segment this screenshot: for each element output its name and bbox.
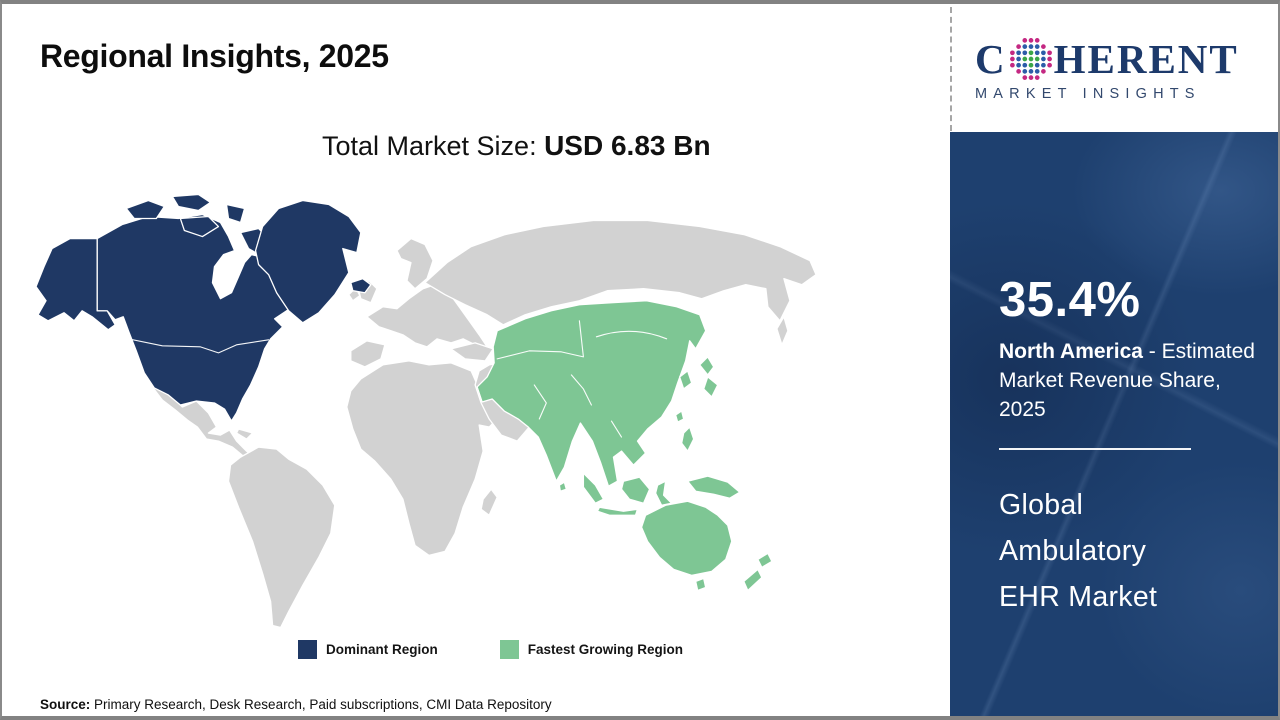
region-arctic-island-2 [171, 193, 212, 212]
region-sri-lanka [558, 481, 568, 492]
logo-tagline: MARKET INSIGHTS [975, 86, 1201, 102]
market-name: Global Ambulatory EHR Market [999, 482, 1246, 620]
source-text: Primary Research, Desk Research, Paid su… [90, 697, 552, 712]
market-size-value: USD 6.83 Bn [544, 130, 711, 161]
land-africa [346, 360, 504, 557]
page-title: Regional Insights, 2025 [40, 38, 389, 74]
region-tasmania [695, 577, 707, 592]
highlight-panel-content: 35.4% North America - Estimated Market R… [950, 272, 1278, 620]
region-australia [640, 500, 733, 577]
region-arctic-island-4 [225, 203, 246, 224]
border-southeast-asia [610, 420, 623, 438]
legend-item-fastest-growing: Fastest Growing Region [499, 640, 684, 659]
market-name-line-1: Global [999, 489, 1084, 521]
region-japan-north [699, 356, 715, 376]
market-name-line-3: EHR Market [999, 581, 1158, 613]
logo-letter-c: C [975, 35, 1007, 82]
coherent-logo: C HERENT MARKET INSIGHTS [975, 37, 1267, 102]
logo-divider-dashed [950, 7, 952, 131]
border-kazakhstan [496, 320, 584, 360]
stat-value: 35.4% [999, 273, 1141, 327]
legend-swatch-fastest-growing [499, 640, 519, 659]
land-turkey [450, 342, 494, 362]
region-java [596, 506, 639, 516]
region-canada-usa [96, 213, 300, 422]
dotted-globe-icon [1009, 38, 1052, 80]
border-mongolia [595, 330, 668, 340]
region-borneo [620, 476, 651, 504]
stat-suffix: - Estimated Market Revenue Share, 2025 [999, 340, 1255, 421]
region-philippines [680, 426, 695, 452]
legend-swatch-dominant [298, 640, 317, 659]
stat-region-name: North America [999, 340, 1143, 363]
land-russia [424, 219, 817, 326]
region-new-guinea [687, 475, 741, 499]
region-asia-pacific-group [476, 300, 773, 592]
region-greenland [254, 199, 362, 324]
world-map [30, 188, 822, 630]
land-south-america [227, 446, 336, 629]
panel-divider [999, 448, 1191, 450]
region-korea [678, 370, 693, 390]
border-china-india [570, 374, 592, 406]
logo-word-rest: HERENT [1053, 35, 1239, 82]
region-taiwan [674, 410, 685, 423]
stat-description: North America - Estimated Market Revenue… [999, 337, 1265, 424]
source-line: Source: Primary Research, Desk Research,… [40, 697, 552, 712]
region-north-america-group [35, 193, 372, 422]
region-sumatra [582, 472, 605, 504]
legend-label-fastest-growing: Fastest Growing Region [527, 642, 684, 657]
region-new-zealand-north [757, 552, 773, 569]
region-sulawesi [654, 480, 673, 506]
land-scandinavia [396, 237, 434, 290]
border-india-pakistan [533, 384, 547, 420]
border-usa-canada [122, 337, 270, 354]
region-alaska [35, 237, 116, 331]
market-size-label: Total Market Size: [322, 131, 545, 161]
land-iberia [350, 340, 386, 368]
region-arctic-island-3 [179, 215, 220, 238]
market-name-line-2: Ambulatory [999, 535, 1147, 567]
region-japan-south [703, 376, 719, 398]
legend-label-dominant: Dominant Region [326, 642, 438, 657]
region-iceland [350, 278, 372, 294]
highlight-panel: 35.4% North America - Estimated Market R… [950, 132, 1278, 716]
region-asia-mainland [476, 300, 707, 487]
land-madagascar [480, 488, 498, 516]
land-sakhalin [776, 316, 789, 346]
legend-item-dominant: Dominant Region [298, 640, 438, 659]
region-new-zealand-south [743, 568, 763, 592]
logo-wordmark: C HERENT [975, 37, 1267, 81]
market-size-line: Total Market Size: USD 6.83 Bn [322, 130, 711, 162]
land-cuba [235, 428, 254, 440]
map-legend: Dominant Region Fastest Growing Region [298, 640, 683, 659]
region-arctic-island-1 [125, 199, 165, 220]
source-label: Source: [40, 697, 91, 712]
